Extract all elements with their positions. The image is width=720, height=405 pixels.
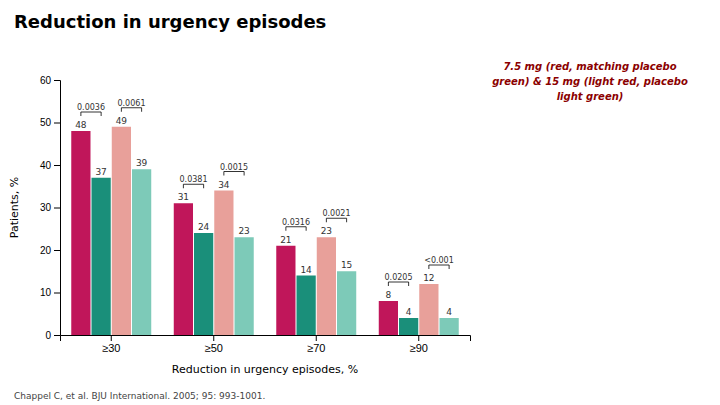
- x-axis-line: [61, 336, 471, 342]
- bracket: [429, 265, 449, 269]
- bar: [317, 237, 336, 335]
- data-label: 49: [116, 116, 128, 126]
- bar: [440, 318, 459, 335]
- y-tick-label: 30: [40, 202, 52, 213]
- data-label: 34: [218, 180, 230, 190]
- data-labels: 48 31 21 8 37 24 14 4 49 34 23 12 39 23 15 4: [75, 116, 452, 317]
- y-tick: 50: [40, 117, 60, 128]
- y-tick-mark: [54, 208, 60, 209]
- bar: [419, 284, 438, 335]
- bar: [214, 191, 233, 336]
- bracket: [121, 108, 141, 112]
- p-value: 0.0316: [282, 218, 310, 227]
- p-value: 0.0381: [180, 175, 208, 184]
- x-tick-mark: [111, 335, 112, 341]
- y-tick: 0: [45, 330, 60, 341]
- data-label: 23: [321, 226, 332, 236]
- x-tick: ≥50: [205, 335, 223, 354]
- p-value: 0.0061: [117, 99, 145, 108]
- bracket: [326, 218, 346, 222]
- x-tick-label: ≥70: [307, 342, 325, 354]
- bar: [235, 237, 254, 335]
- p-value: 0.0015: [220, 163, 248, 172]
- y-tick-label: 40: [40, 160, 52, 171]
- data-label: 31: [178, 192, 189, 202]
- y-tick-mark: [54, 123, 60, 124]
- y-axis-line: [54, 81, 61, 336]
- data-label: 37: [95, 167, 106, 177]
- data-label: 4: [406, 307, 412, 317]
- y-tick: 60: [40, 75, 60, 86]
- y-axis: 0 10 20 30 40 50 60: [40, 75, 61, 341]
- y-tick: 20: [40, 245, 60, 256]
- data-label: 23: [238, 226, 249, 236]
- y-tick-label: 20: [40, 245, 52, 256]
- brackets: 0.0036 0.0381 0.0316 0.0205 0.0061 0.0015 0.00…: [77, 99, 454, 286]
- bar: [194, 233, 213, 335]
- bar: [337, 271, 356, 335]
- data-label: 15: [341, 260, 352, 270]
- bar: [379, 301, 398, 335]
- legend-note-line: light green): [557, 91, 624, 102]
- y-tick-label: 0: [45, 330, 51, 341]
- y-tick: 40: [40, 160, 60, 171]
- legend-note-line: green) & 15 mg (light red, placebo: [492, 76, 688, 87]
- y-tick: 30: [40, 202, 60, 213]
- legend-note-line: 7.5 mg (red, matching placebo: [503, 61, 676, 72]
- bracket: [224, 172, 244, 176]
- bracket: [81, 112, 101, 116]
- x-axis-title: Reduction in urgency episodes, %: [172, 363, 358, 376]
- data-label: 8: [386, 290, 392, 300]
- data-label: 12: [423, 273, 434, 283]
- y-tick-mark: [54, 250, 60, 251]
- x-axis: ≥30 ≥50 ≥70 ≥90: [61, 335, 471, 354]
- y-tick-label: 60: [40, 75, 52, 86]
- bar: [297, 276, 316, 336]
- chart: 0102030405060≥30≥50≥70≥90483121837241444…: [0, 0, 720, 405]
- footnote: Chappel C, et al. BJU International. 200…: [14, 391, 265, 401]
- bars: [71, 127, 458, 335]
- x-tick-mark: [418, 335, 419, 341]
- p-value: 0.0205: [385, 273, 413, 282]
- x-tick: ≥30: [102, 335, 120, 354]
- bracket: [388, 282, 408, 286]
- bar: [132, 169, 151, 335]
- y-tick-mark: [54, 165, 60, 166]
- data-label: 48: [75, 120, 87, 130]
- data-label: 4: [446, 307, 452, 317]
- title: Reduction in urgency episodes: [14, 11, 326, 32]
- p-value: 0.0021: [322, 209, 350, 218]
- x-tick-mark: [316, 335, 317, 341]
- x-tick-label: ≥90: [410, 342, 428, 354]
- bar: [174, 203, 193, 335]
- x-tick: ≥90: [410, 335, 428, 354]
- y-tick-mark: [54, 293, 60, 294]
- p-value: <0.001: [424, 256, 454, 265]
- y-tick-label: 50: [40, 117, 52, 128]
- y-tick-label: 10: [40, 287, 52, 298]
- data-label: 39: [136, 158, 148, 168]
- bar: [399, 318, 418, 335]
- bar: [112, 127, 131, 335]
- y-tick: 10: [40, 287, 60, 298]
- y-tick-mark: [54, 335, 60, 336]
- legend-note: 7.5 mg (red, matching placebo green) & 15…: [492, 61, 688, 102]
- x-tick-label: ≥30: [102, 342, 120, 354]
- bracket: [286, 227, 306, 231]
- data-label: 24: [198, 222, 210, 232]
- data-label: 14: [300, 265, 312, 275]
- data-label: 21: [280, 235, 291, 245]
- x-tick-mark: [213, 335, 214, 341]
- y-axis-title: Patients, %: [8, 177, 21, 238]
- bar: [276, 246, 295, 335]
- bracket: [183, 184, 203, 188]
- x-tick-label: ≥50: [205, 342, 223, 354]
- bar: [92, 178, 111, 335]
- bar: [71, 131, 90, 335]
- p-value: 0.0036: [77, 103, 105, 112]
- y-tick-mark: [54, 80, 60, 81]
- x-tick: ≥70: [307, 335, 325, 354]
